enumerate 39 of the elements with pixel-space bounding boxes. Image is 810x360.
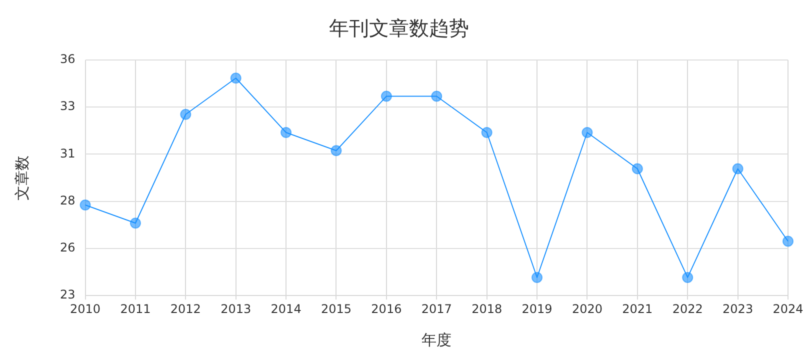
- point: [330, 145, 342, 156]
- point: [230, 72, 242, 84]
- x-tick-label: 2020: [572, 302, 602, 316]
- point: [80, 199, 91, 210]
- x-tick-label: 2014: [270, 302, 302, 316]
- x-tick-label: 2024: [772, 302, 804, 316]
- x-axis-title: 年度: [422, 330, 452, 349]
- point: [431, 90, 442, 102]
- chart-title: 年刊文章数趋势: [329, 16, 469, 40]
- point: [380, 90, 392, 102]
- x-tick-label: 2023: [722, 302, 754, 316]
- y-tick-label: 26: [60, 240, 76, 255]
- x-tick-label: 2018: [472, 302, 502, 316]
- x-tick-label: 2021: [622, 302, 653, 316]
- point: [481, 126, 492, 138]
- point: [732, 163, 744, 174]
- x-tick-label: 2016: [371, 302, 402, 316]
- y-tick-label: 23: [60, 288, 76, 302]
- y-axis-title: 文章数: [12, 155, 31, 200]
- point: [280, 126, 292, 138]
- x-tick-label: 2011: [120, 302, 151, 316]
- x-tick-label: 2015: [320, 302, 352, 316]
- point: [180, 108, 192, 120]
- y-tick-label: 33: [60, 99, 76, 114]
- point: [532, 272, 543, 283]
- point: [582, 126, 593, 138]
- point: [632, 163, 643, 174]
- x-tick-label: 2010: [70, 302, 101, 316]
- y-tick-label: 31: [60, 146, 76, 160]
- point: [130, 218, 141, 229]
- y-tick-label: 36: [60, 52, 76, 66]
- x-tick-label: 2019: [522, 302, 552, 316]
- x-tick-label: 2013: [220, 302, 252, 316]
- point: [782, 236, 794, 247]
- x-tick-label: 2012: [170, 302, 201, 316]
- x-tick-label: 2022: [672, 302, 703, 316]
- x-tick-label: 2017: [421, 302, 452, 316]
- y-tick-label: 28: [60, 193, 76, 208]
- point: [682, 272, 694, 283]
